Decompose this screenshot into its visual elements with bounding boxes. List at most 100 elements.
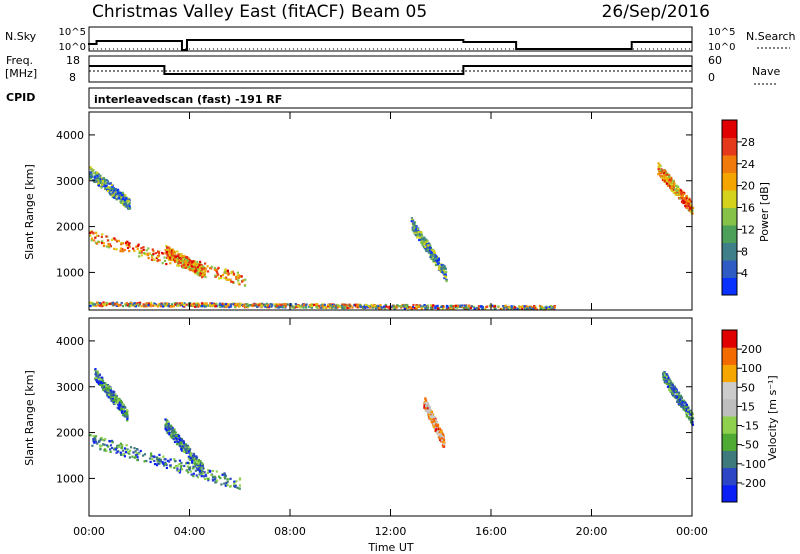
data-cell	[180, 461, 183, 464]
data-cell	[189, 452, 192, 455]
colorbar-frame	[721, 329, 738, 503]
data-cell	[181, 260, 184, 263]
data-cell	[242, 279, 245, 282]
data-cell	[183, 464, 186, 468]
data-cell	[669, 181, 673, 184]
data-cell	[228, 278, 231, 281]
data-cell	[415, 225, 418, 228]
ytick-label: 2000	[56, 427, 84, 440]
data-cell	[434, 425, 437, 428]
data-cell	[406, 306, 410, 310]
data-cell	[240, 275, 243, 278]
data-cell	[117, 191, 120, 194]
data-cell	[674, 396, 677, 399]
data-cell	[198, 470, 202, 473]
data-cell	[150, 258, 154, 261]
data-cell	[144, 305, 147, 308]
colorbar-tick-label: -50	[741, 439, 759, 452]
data-cell	[174, 260, 177, 263]
velocity-yticks: 1000 2000 3000 4000	[56, 335, 692, 485]
data-cell	[111, 187, 114, 191]
xtick-label: 08:00	[274, 525, 306, 538]
data-cell	[100, 444, 103, 448]
data-cell	[294, 302, 297, 306]
data-cell	[238, 484, 242, 487]
data-cell	[186, 263, 190, 266]
data-cell	[169, 424, 172, 427]
data-cell	[439, 431, 442, 434]
data-cell	[90, 171, 93, 174]
data-cell	[109, 182, 112, 185]
data-cell	[468, 305, 471, 308]
data-cell	[204, 267, 207, 270]
data-cell	[424, 409, 427, 412]
data-cell	[125, 444, 128, 447]
data-cell	[674, 188, 677, 191]
colorbar-tick-label: 4	[741, 267, 748, 280]
data-cell	[188, 468, 191, 471]
data-cell	[413, 224, 416, 228]
data-cell	[193, 260, 196, 263]
data-cell	[206, 304, 209, 307]
data-cell	[137, 243, 140, 246]
data-cell	[236, 486, 239, 489]
data-cell	[687, 409, 690, 412]
data-cell	[251, 303, 254, 306]
data-cell	[379, 303, 382, 307]
data-cell	[173, 466, 176, 469]
data-cell	[231, 280, 235, 284]
data-cell	[672, 179, 675, 182]
data-cell	[169, 249, 172, 252]
data-cell	[166, 420, 169, 424]
data-cell	[117, 304, 120, 307]
data-cell	[194, 469, 197, 472]
data-cell	[89, 172, 92, 176]
data-cell	[149, 454, 153, 457]
data-cell	[206, 270, 210, 273]
data-cell	[424, 245, 427, 249]
data-cell	[230, 272, 233, 275]
data-cell	[188, 258, 191, 262]
date-title: 26/Sep/2016	[602, 2, 710, 22]
data-cell	[164, 423, 167, 426]
data-cell	[666, 184, 670, 187]
data-cell	[679, 192, 683, 195]
data-cell	[90, 237, 94, 240]
data-cell	[100, 378, 103, 381]
data-cell	[674, 389, 677, 392]
data-cell	[187, 265, 190, 269]
data-cell	[210, 267, 213, 270]
data-cell	[125, 244, 128, 247]
data-cell	[125, 448, 128, 451]
velocity-scatter	[89, 368, 695, 490]
data-cell	[176, 255, 179, 258]
data-cell	[216, 271, 219, 274]
data-cell	[221, 302, 224, 306]
data-cell	[668, 378, 671, 381]
data-cell	[89, 301, 92, 304]
data-cell	[171, 305, 174, 308]
data-cell	[187, 455, 190, 458]
data-cell	[170, 249, 173, 252]
data-cell	[128, 245, 131, 248]
data-cell	[158, 259, 161, 262]
data-cell	[137, 304, 140, 307]
data-cell	[112, 194, 116, 197]
data-cell	[435, 420, 438, 424]
data-cell	[158, 459, 161, 462]
data-cell	[223, 482, 226, 485]
data-cell	[443, 438, 446, 442]
data-cell	[493, 307, 496, 310]
data-cell	[195, 304, 198, 307]
data-cell	[239, 302, 242, 305]
data-cell	[452, 305, 455, 308]
data-cell	[100, 186, 103, 189]
station-title: Christmas Valley East (fitACF)	[92, 2, 345, 22]
data-cell	[668, 179, 671, 183]
data-cell	[661, 178, 665, 181]
ytick-label: 1000	[56, 472, 84, 485]
data-cell	[206, 477, 209, 480]
data-cell	[123, 410, 126, 413]
data-cell	[180, 464, 183, 467]
data-cell	[411, 305, 415, 309]
